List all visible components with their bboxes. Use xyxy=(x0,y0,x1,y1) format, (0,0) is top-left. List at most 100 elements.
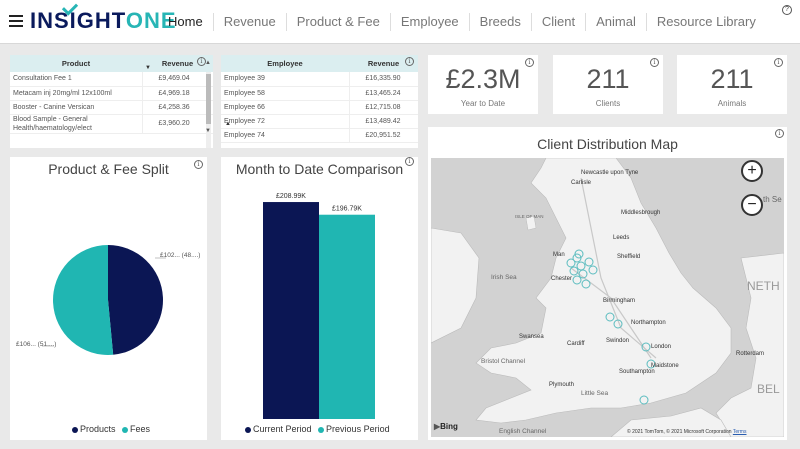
map-place: Birmingham xyxy=(603,298,636,304)
app-header: INSIGHTONE Home Revenue Product & Fee Em… xyxy=(0,0,800,44)
table-row[interactable]: Blood Sample - General Health/haematolog… xyxy=(10,114,213,134)
product-table-scroll-thumb[interactable] xyxy=(206,74,211,124)
pie-title: Product & Fee Split xyxy=(48,161,169,177)
map-place: Man xyxy=(553,252,565,258)
map-title: Client Distribution Map xyxy=(537,136,678,152)
sort-desc-icon[interactable]: ▼ xyxy=(145,65,151,71)
nav-employee[interactable]: Employee xyxy=(391,13,470,31)
bing-icon: ▶ xyxy=(434,422,441,431)
pie-slice-products[interactable] xyxy=(108,245,163,355)
pie-label-products: £102... (48....) xyxy=(160,252,201,259)
map-sea: Bristol Channel xyxy=(481,358,526,365)
client-marker[interactable] xyxy=(566,258,576,268)
month-to-date-card: Month to Date Comparison i £208.99K £196.… xyxy=(221,157,418,440)
map-place: Swindon xyxy=(606,338,630,344)
kpi-clients-info-icon[interactable]: i xyxy=(650,58,659,67)
map-region-label: th Se xyxy=(763,195,782,204)
map-france xyxy=(610,407,732,437)
client-marker[interactable] xyxy=(639,395,649,405)
map-place: Rotterdam xyxy=(736,351,765,357)
client-marker[interactable] xyxy=(646,359,656,369)
table-row[interactable]: Employee 39 £16,335.90 xyxy=(221,72,418,87)
bar-current-period[interactable] xyxy=(263,202,319,419)
product-name: Booster - Canine Versican xyxy=(10,100,142,115)
employee-table-info-icon[interactable]: i xyxy=(405,57,414,66)
help-icon[interactable]: ? xyxy=(782,5,792,15)
map-great-britain xyxy=(475,158,732,424)
nav-resource-library[interactable]: Resource Library xyxy=(656,14,756,29)
bar-chart: £208.99K £196.79K xyxy=(263,193,375,419)
nav-home[interactable]: Home xyxy=(158,13,214,31)
map-place: Plymouth xyxy=(549,382,575,388)
map-isle-of-man xyxy=(525,215,537,231)
client-marker[interactable] xyxy=(572,275,582,285)
client-marker[interactable] xyxy=(584,257,594,267)
kpi-label-animals: Animals xyxy=(717,99,747,108)
col-employee[interactable]: Employee xyxy=(267,59,303,68)
client-marker[interactable] xyxy=(581,279,591,289)
table-row[interactable]: Employee 72 £13,489.42 xyxy=(221,114,418,129)
client-marker[interactable] xyxy=(569,266,579,276)
product-table-info-icon[interactable]: i xyxy=(197,57,206,66)
client-marker[interactable] xyxy=(641,342,651,352)
legend-fees-dot xyxy=(122,426,129,433)
bar-data-label: £196.79K xyxy=(332,206,362,213)
hamburger-menu-icon[interactable] xyxy=(9,15,23,27)
map-land xyxy=(431,158,784,437)
employee-revenue: £16,335.90 xyxy=(348,72,418,87)
kpi-label-ytd: Year to Date xyxy=(460,99,506,108)
table-row[interactable]: Employee 58 £13,465.24 xyxy=(221,86,418,101)
product-revenue: £4,969.18 xyxy=(141,86,213,101)
table-row[interactable]: Consultation Fee 1 £9,469.04 xyxy=(10,72,213,87)
map-info-icon[interactable]: i xyxy=(775,129,784,138)
table-row[interactable]: Employee 66 £12,715.08 xyxy=(221,100,418,115)
legend-current-period[interactable]: Current Period xyxy=(253,424,312,434)
nav-revenue[interactable]: Revenue xyxy=(214,13,287,31)
kpi-animals-info-icon[interactable]: i xyxy=(774,58,783,67)
zoom-in-button[interactable]: + xyxy=(741,160,763,182)
scroll-up-icon[interactable]: ▲ xyxy=(205,60,211,66)
nav-client[interactable]: Client xyxy=(532,13,587,31)
bar-info-icon[interactable]: i xyxy=(405,157,414,166)
nav-breeds[interactable]: Breeds xyxy=(470,13,532,31)
col-product[interactable]: Product xyxy=(61,59,91,68)
nav-animal[interactable]: Animal xyxy=(586,13,647,31)
map-copyright: © 2021 TomTom, © 2021 Microsoft Corporat… xyxy=(627,429,746,435)
pie-legend: Products Fees xyxy=(72,424,150,434)
map-place: Cardiff xyxy=(567,341,585,347)
map-place: Sheffield xyxy=(617,254,641,260)
sort-asc-icon[interactable]: ▲ xyxy=(225,121,231,127)
product-name: Blood Sample - General Health/haematolog… xyxy=(10,114,142,134)
table-row[interactable]: Booster - Canine Versican £4,258.36 xyxy=(10,100,213,115)
pie-slice-fees[interactable] xyxy=(52,245,114,355)
client-marker[interactable] xyxy=(574,249,584,259)
client-marker[interactable] xyxy=(605,312,615,322)
legend-previous-period[interactable]: Previous Period xyxy=(326,424,390,434)
bar-title: Month to Date Comparison xyxy=(235,161,404,177)
legend-previous-dot xyxy=(318,426,325,433)
legend-fees[interactable]: Fees xyxy=(130,424,151,434)
map-terms-link[interactable]: Terms xyxy=(732,429,747,435)
col-revenue[interactable]: Revenue xyxy=(161,59,194,68)
map-canvas[interactable]: Newcastle upon Tyne Carlisle Middlesbrou… xyxy=(431,158,784,437)
scroll-down-icon[interactable]: ▼ xyxy=(205,128,211,134)
bar-previous-period[interactable] xyxy=(319,214,375,419)
map-continent xyxy=(715,252,784,437)
zoom-out-button[interactable]: − xyxy=(741,194,763,216)
bing-label: Bing xyxy=(440,422,458,431)
client-marker[interactable] xyxy=(578,269,588,279)
map-sea: English Channel xyxy=(499,428,547,435)
client-marker[interactable] xyxy=(613,319,623,329)
logo[interactable]: INSIGHTONE xyxy=(30,8,177,34)
product-revenue: £9,469.04 xyxy=(141,72,213,87)
table-row[interactable]: Metacam inj 20mg/ml 12x100ml £4,969.18 xyxy=(10,86,213,101)
pie-info-icon[interactable]: i xyxy=(194,160,203,169)
kpi-ytd-info-icon[interactable]: i xyxy=(525,58,534,67)
client-marker[interactable] xyxy=(588,265,598,275)
map-sea: Little Sea xyxy=(581,390,609,397)
legend-products-dot xyxy=(72,426,78,433)
table-row[interactable]: Employee 74 £20,951.52 xyxy=(221,128,418,143)
col-employee-revenue[interactable]: Revenue xyxy=(367,59,400,68)
legend-products[interactable]: Products xyxy=(80,424,116,434)
nav-product-fee[interactable]: Product & Fee xyxy=(287,13,391,31)
